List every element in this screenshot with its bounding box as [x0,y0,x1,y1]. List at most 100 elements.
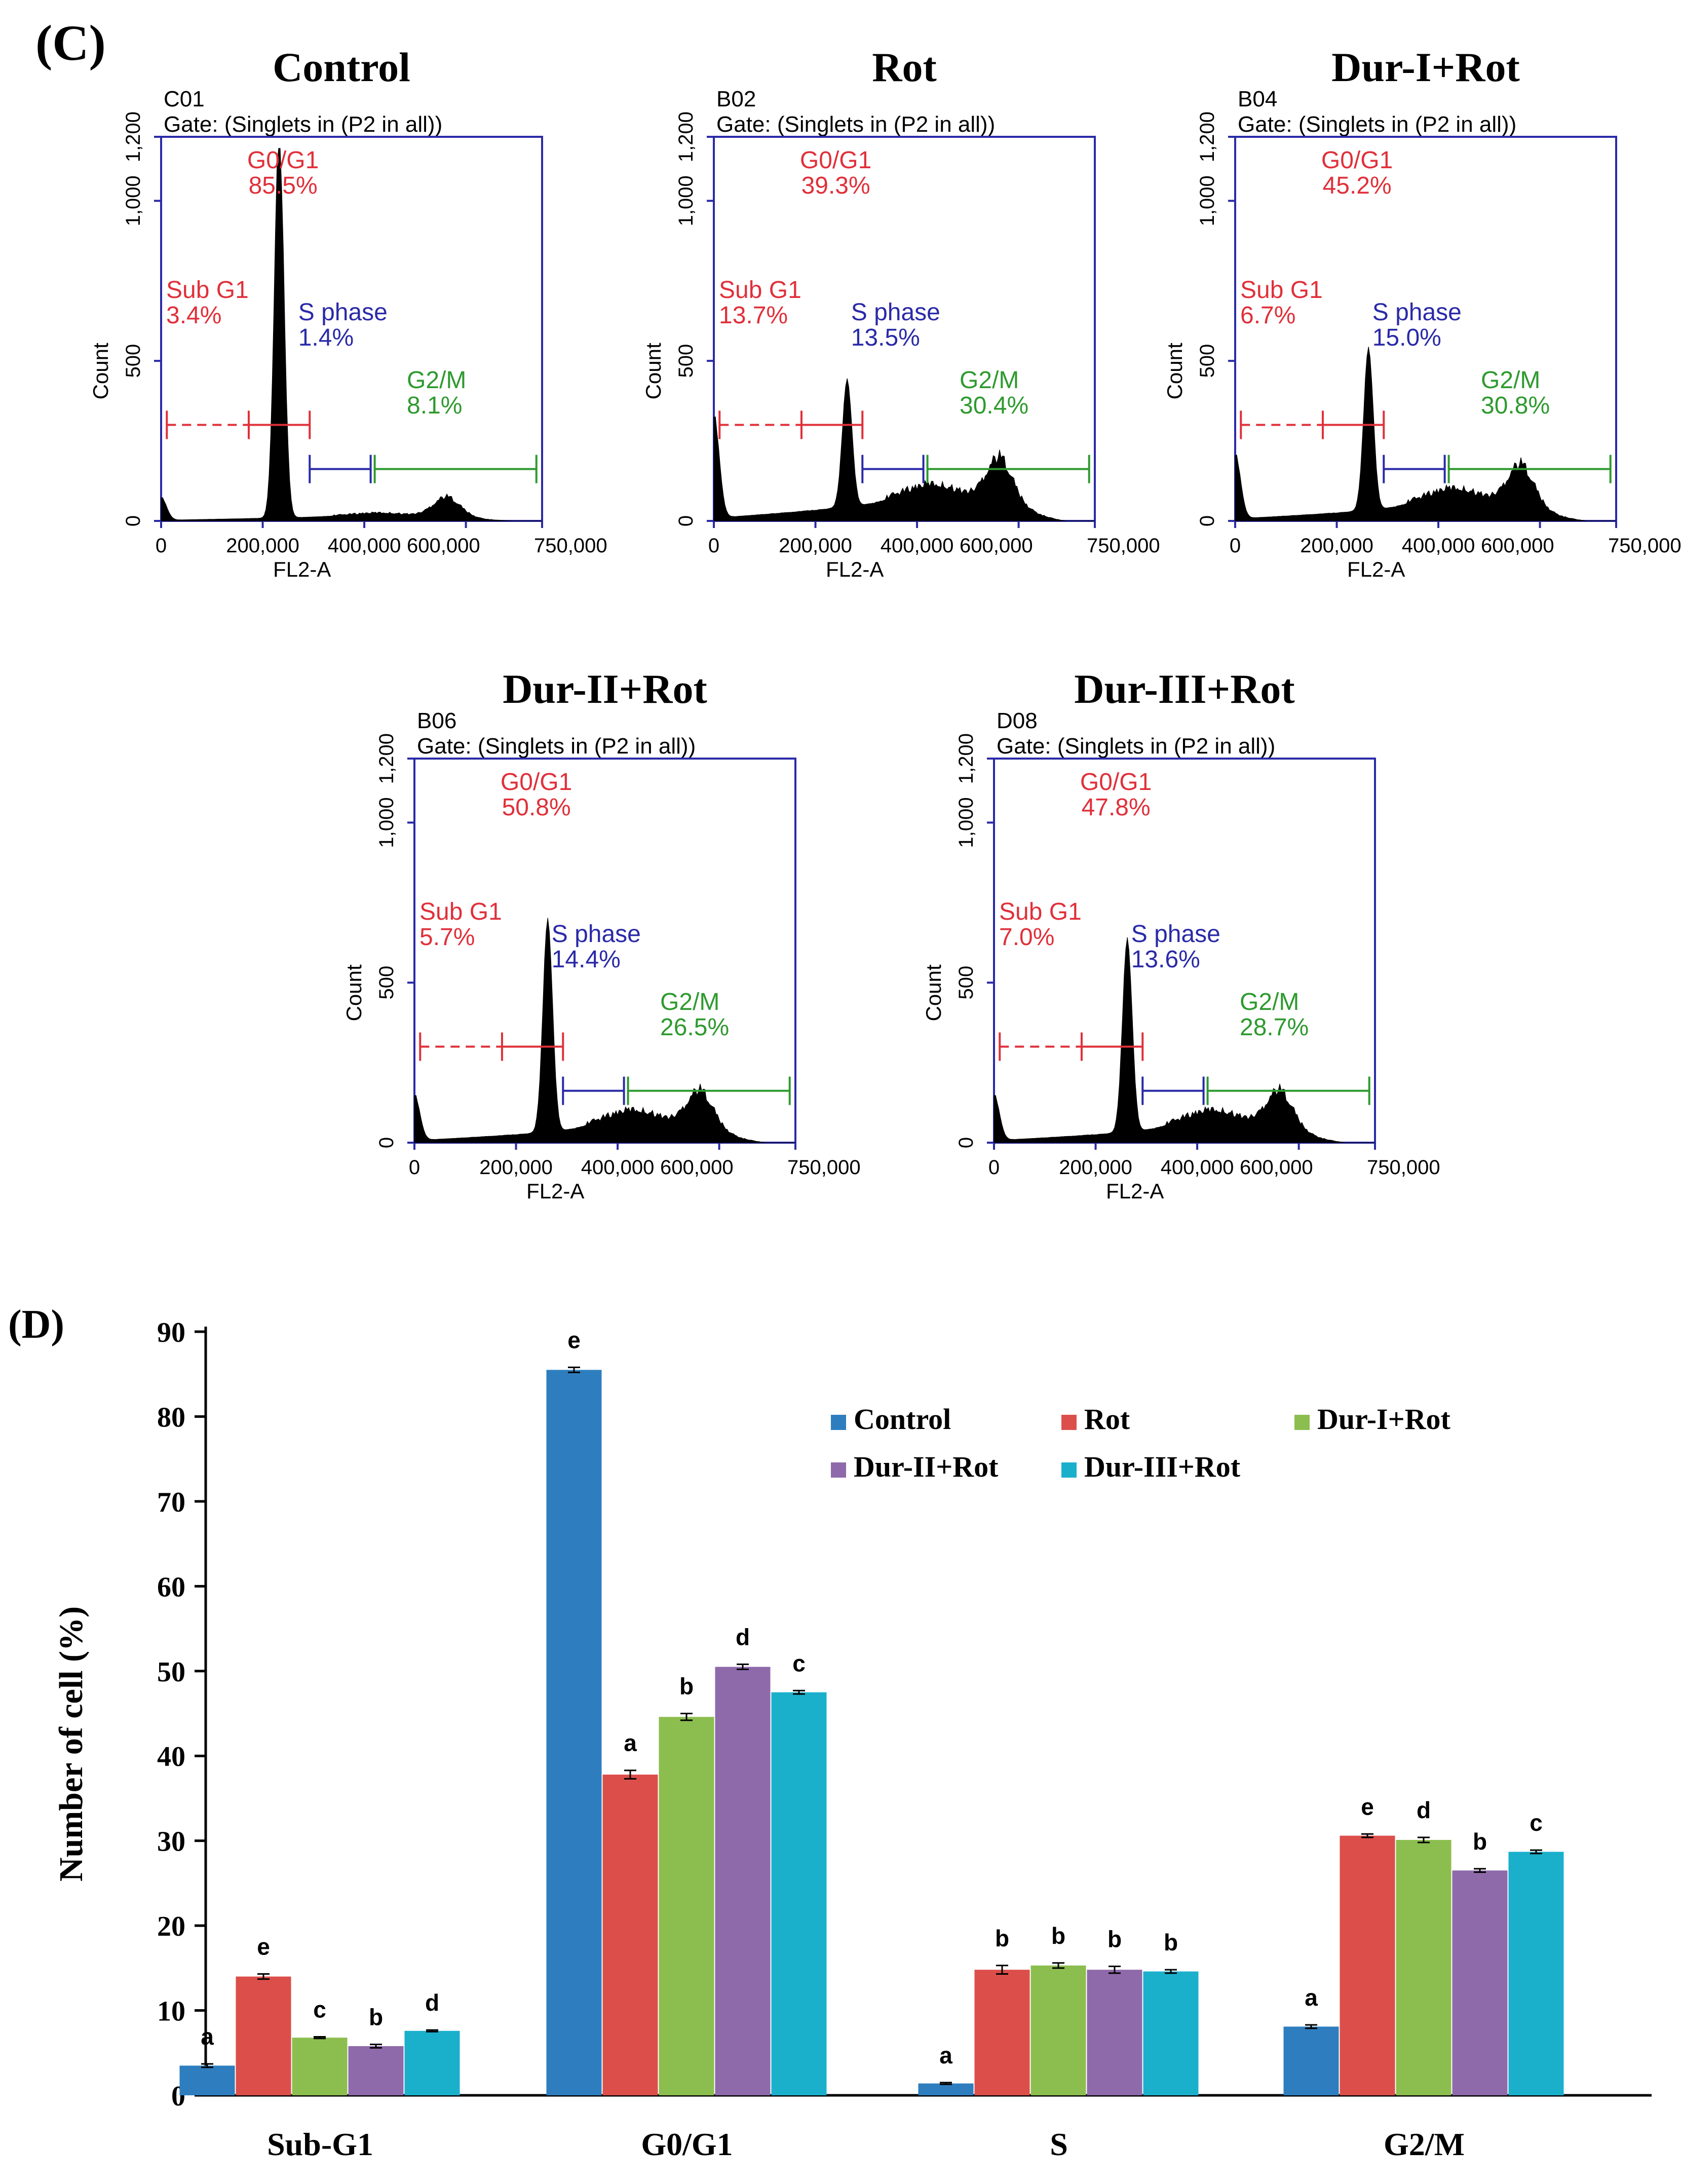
significance-letter: a [939,2042,952,2068]
y-tick-label: 0 [375,1137,398,1148]
x-tick-label: 750,000 [787,1156,861,1179]
y-tick-label: 20 [157,1911,185,1942]
y-tick-label: 1,200 [955,733,977,784]
significance-letter: a [624,1730,637,1756]
x-tick-label: 0 [708,535,719,557]
bar-dur-iii-rot [1143,1971,1199,2095]
bar-control [918,2083,974,2095]
s-phase-label: S phase [851,299,940,326]
sub-g1-label: Sub G1 [419,898,502,925]
s-phase-label: S phase [1372,299,1462,326]
x-axis-label: FL2-A [273,557,331,581]
y-axis-label: Count [1163,343,1187,399]
legend-swatch [831,1415,846,1430]
bar-dur-i-rot [1396,1839,1451,2095]
bar-control [1283,2026,1339,2095]
sample-id: B06 [417,708,456,733]
legend-label: Dur-II+Rot [854,1450,999,1483]
g0-g1-value: 45.2% [1323,172,1392,199]
y-axis-label: Count [641,343,665,399]
legend-entry: Rot [1061,1403,1130,1436]
s-phase-value: 15.0% [1372,324,1441,351]
y-axis-label: Count [89,343,112,399]
significance-letter: b [1164,1929,1178,1955]
x-tick-label: 200,000 [1300,535,1373,557]
legend-swatch [831,1462,846,1478]
histogram-trace [161,148,542,521]
sub-g1-value: 3.4% [166,302,221,329]
significance-letter: d [736,1624,750,1650]
y-tick-label: 30 [157,1826,185,1858]
legend-entry: Dur-II+Rot [831,1450,999,1483]
sample-id: C01 [164,87,205,111]
g2-m-value: 28.7% [1240,1014,1309,1041]
significance-letter: b [679,1673,694,1700]
bar-dur-i-rot [292,2038,348,2095]
legend-label: Rot [1084,1403,1130,1436]
g0-g1-label: G0/G1 [501,769,572,796]
sub-g1-value: 13.7% [719,302,788,329]
y-tick-label: 0 [122,515,144,526]
x-tick-label: 200,000 [226,535,299,557]
bar-dur-ii-rot [1452,1870,1508,2095]
s-phase-value: 13.6% [1131,946,1200,973]
x-tick-label: 0 [156,535,167,557]
bar-dur-ii-rot [1087,1970,1142,2095]
x-tick-label: 750,000 [534,535,607,557]
y-tick-label: 90 [157,1317,185,1348]
g0-g1-value: 47.8% [1082,794,1151,821]
sub-g1-value: 5.7% [419,924,475,951]
y-tick-label: 500 [375,966,398,1000]
y-tick-label: 0 [1196,515,1218,526]
bar-dur-ii-rot [715,1667,771,2095]
x-tick-label: 600,000 [1481,535,1554,557]
bar-dur-ii-rot [348,2046,404,2095]
histogram-trace [713,378,1095,521]
bar-rot [1340,1835,1395,2095]
gate-text: Gate: (Singlets in (P2 in all)) [417,734,696,759]
bar-dur-i-rot [1030,1965,1086,2095]
y-tick-label: 0 [675,515,697,526]
y-tick-label: 1,000 [1196,175,1218,226]
legend-swatch [1294,1415,1310,1430]
legend-swatch [1061,1462,1077,1478]
legend-label: Control [854,1403,951,1436]
g2-m-value: 8.1% [407,392,462,419]
gate-text: Gate: (Singlets in (P2 in all)) [997,734,1275,759]
legend-entry: Control [831,1403,951,1436]
significance-letter: b [1107,1926,1122,1952]
x-tick-label: 0 [988,1156,1000,1179]
y-tick-label: 500 [1196,344,1218,378]
y-tick-label: 1,000 [375,797,398,848]
legend-entry: Dur-III+Rot [1061,1450,1241,1483]
bar-control [546,1370,602,2095]
y-tick-label: 1,200 [122,111,144,162]
significance-letter: c [792,1650,806,1676]
bar-dur-iii-rot [771,1692,827,2095]
plot-title: Dur-II+Rot [503,666,707,712]
significance-letter: a [1305,1984,1318,2011]
g2-m-value: 30.4% [960,392,1028,419]
x-tick-label: 400,000 [1402,535,1475,557]
g2-m-label: G2/M [1481,367,1540,394]
bar-rot [236,1976,291,2095]
x-tick-label: 0 [409,1156,420,1179]
y-tick-label: 1,200 [675,111,697,162]
x-tick-label: 400,000 [581,1156,655,1179]
x-tick-label: 200,000 [779,535,852,557]
s-phase-label: S phase [1131,921,1220,948]
sample-id: B02 [716,87,756,111]
plot-title: Dur-I+Rot [1331,44,1520,90]
bar-dur-i-rot [659,1717,714,2095]
significance-letter: e [567,1327,581,1353]
x-tick-label: 600,000 [1240,1156,1313,1179]
x-axis-label: FL2-A [826,557,884,581]
y-tick-label: 500 [675,344,697,378]
significance-letter: e [257,1934,270,1960]
plot-title: Rot [872,44,937,90]
